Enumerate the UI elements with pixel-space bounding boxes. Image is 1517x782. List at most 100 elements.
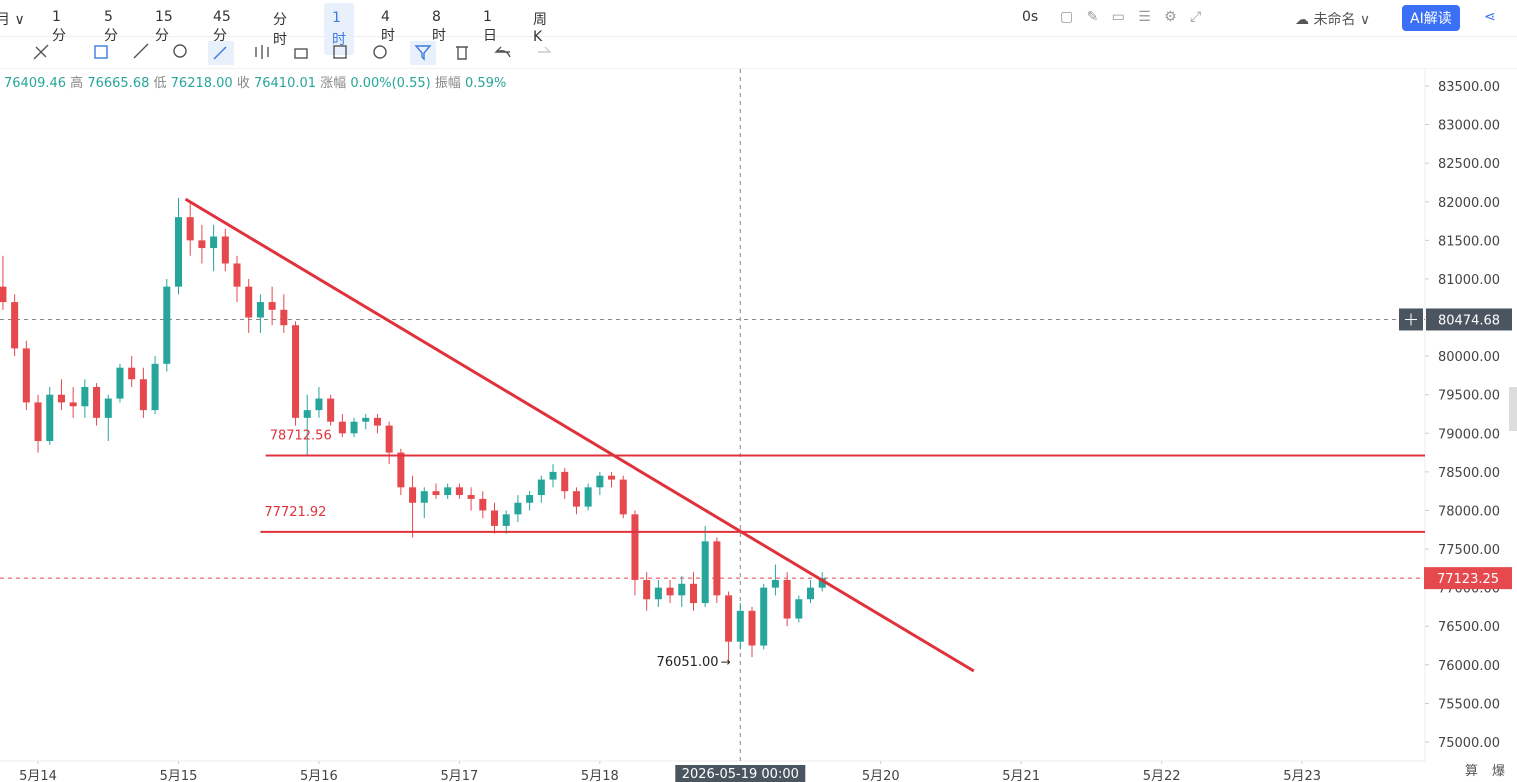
y-tick-label: 79500.00: [1438, 389, 1500, 404]
layout-name: 未命名: [1313, 12, 1356, 28]
icon[interactable]: [414, 45, 432, 61]
icon[interactable]: [33, 44, 49, 60]
x-tick-label: 5月17: [440, 769, 478, 782]
label: 高: [70, 76, 84, 91]
candle-body: [362, 417, 370, 422]
interval[interactable]: 4时: [381, 9, 395, 44]
candle-body: [455, 487, 463, 496]
candle-body: [46, 394, 54, 442]
change: 0.00%(0.55): [350, 76, 431, 91]
ai-button[interactable]: AI解读: [1402, 5, 1460, 31]
x-tick-label: 5月16: [300, 769, 338, 782]
candle-body: [373, 417, 381, 426]
candle-body: [619, 479, 627, 515]
interval[interactable]: 1分: [52, 9, 66, 44]
interval[interactable]: 周K: [533, 12, 547, 45]
x-tick-label: 5月22: [1143, 769, 1181, 782]
y-tick-label: 80000.00: [1438, 350, 1500, 365]
icon[interactable]: [294, 48, 308, 59]
top-toolbar: 月 ∨ 1分 5分 15分 45分 分时 1时 4时 8时 1日 周K 0s ▢ ✎ ▭ ☰ ⚙ …: [0, 0, 1517, 55]
candle-body: [116, 367, 124, 399]
y-tick-label: 77500.00: [1438, 543, 1500, 558]
icon[interactable]: [255, 45, 269, 59]
interval[interactable]: 8时: [432, 9, 446, 44]
candle-body: [783, 579, 791, 619]
icon-selected[interactable]: [208, 41, 234, 65]
candle-body: [420, 491, 428, 503]
y-tick-label: 83000.00: [1438, 119, 1500, 134]
low-arrow: →: [721, 655, 731, 669]
icon[interactable]: [173, 44, 187, 58]
y-tick-label: 75000.00: [1438, 736, 1500, 751]
icon: [538, 46, 552, 53]
candle-body: [490, 510, 499, 526]
x-tick-label: 5月21: [1002, 769, 1040, 782]
x-tick-label: 5月15: [160, 769, 198, 782]
interval[interactable]: 分时: [273, 12, 287, 48]
candle-body: [93, 386, 101, 418]
y-tick-label: 81500.00: [1438, 234, 1500, 249]
candle-body: [584, 487, 592, 507]
candle-body: [631, 514, 639, 580]
open: 76409.46: [4, 76, 67, 91]
candle-body: [713, 541, 721, 596]
candle-body: [526, 495, 534, 503]
last-price-box: [1424, 567, 1512, 590]
y-tick-label: 75500.00: [1438, 697, 1500, 712]
icon[interactable]: [373, 45, 387, 59]
icon[interactable]: [213, 46, 227, 60]
label: 涨幅: [320, 76, 347, 91]
interval[interactable]: 1日: [483, 9, 497, 44]
candle-body: [397, 452, 405, 488]
low-annotation: 76051.00: [657, 655, 719, 670]
candle-body: [221, 236, 229, 264]
candle-body: [385, 425, 393, 453]
icon[interactable]: [133, 43, 149, 59]
candle-body: [514, 502, 522, 515]
candle-body: [186, 217, 194, 241]
x-tick-label: 5月18: [581, 769, 619, 782]
high: 76665.68: [87, 76, 150, 91]
candle-body: [643, 579, 651, 600]
x-tick-label: 5月23: [1283, 769, 1321, 782]
icon[interactable]: [94, 45, 108, 59]
drawing-icons: [33, 41, 552, 65]
horizontal-line-label: 78712.56: [270, 428, 332, 443]
label: 振幅: [434, 76, 461, 91]
y-tick-label: 76500.00: [1438, 620, 1500, 635]
period-menu[interactable]: 月 ∨: [0, 9, 25, 29]
y-tick-label: 78000.00: [1438, 504, 1500, 519]
icon[interactable]: [333, 45, 347, 59]
drawing-toolbar: [0, 37, 1517, 69]
interval[interactable]: 15分: [155, 9, 173, 44]
y-tick-label: 83500.00: [1438, 80, 1500, 95]
candle-body: [479, 498, 487, 511]
candle-body: [327, 398, 335, 422]
candle-body: [151, 363, 159, 411]
y-tick-label: 79000.00: [1438, 427, 1500, 442]
icon[interactable]: [456, 46, 468, 60]
share-icon[interactable]: ⋖: [1484, 9, 1496, 25]
candle-body: [467, 495, 475, 499]
candle-body: [502, 514, 510, 526]
icon-selected[interactable]: [410, 41, 436, 65]
candle-body: [69, 402, 77, 407]
crosshair-x-label: 2026-05-19 00:00: [682, 767, 799, 782]
candle-body: [701, 541, 709, 604]
candle-body: [292, 325, 300, 418]
interval[interactable]: 45分: [213, 9, 231, 44]
candle-body: [725, 595, 733, 642]
candle-body: [350, 421, 358, 434]
trendline: [184, 197, 975, 673]
layout-menu[interactable]: ☁ 未命名 ∨: [1295, 12, 1371, 28]
candle-body: [807, 587, 815, 600]
candle-body: [654, 587, 662, 600]
candle-body: [596, 475, 604, 488]
interval[interactable]: 5分: [104, 9, 118, 44]
side-handle[interactable]: [1509, 387, 1517, 431]
candle-body: [537, 479, 545, 496]
timer: 0s: [1022, 9, 1039, 25]
y-tick-label: 78500.00: [1438, 466, 1500, 481]
candle-body: [210, 236, 218, 249]
icon[interactable]: [494, 46, 511, 58]
